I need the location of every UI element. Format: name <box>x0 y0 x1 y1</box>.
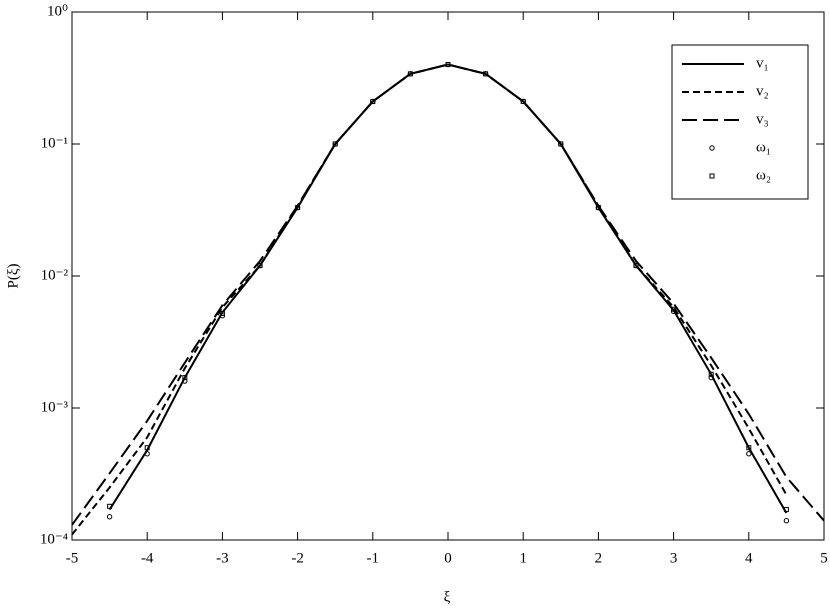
point <box>483 71 489 77</box>
x-tick-label: 3 <box>670 550 678 566</box>
point <box>370 98 376 104</box>
y-tick-label: 10⁰ <box>47 3 68 19</box>
x-tick-label: -5 <box>66 550 79 566</box>
legend-label: ω₂ <box>756 167 771 183</box>
x-tick-label: -3 <box>216 550 229 566</box>
point <box>295 205 301 211</box>
series-line <box>72 63 788 536</box>
point <box>182 375 188 381</box>
y-tick-label: 10⁻¹ <box>41 135 68 151</box>
point <box>709 145 715 151</box>
point <box>708 374 714 381</box>
point <box>332 141 338 147</box>
y-axis-label: P(ξ) <box>5 263 21 288</box>
legend-label: v₂ <box>756 83 769 99</box>
point <box>708 371 714 377</box>
point <box>671 306 677 312</box>
point <box>746 445 752 451</box>
point <box>407 71 413 77</box>
point <box>520 98 526 104</box>
point <box>257 263 263 269</box>
y-tick-label: 10⁻⁴ <box>40 531 68 547</box>
x-tick-label: 4 <box>745 550 753 566</box>
x-tick-label: -2 <box>291 550 304 566</box>
point <box>106 514 113 520</box>
legend-label: v₃ <box>756 111 769 127</box>
legend-label: v₁ <box>756 55 769 71</box>
y-tick-label: 10⁻³ <box>41 399 69 415</box>
point <box>558 141 564 147</box>
point <box>783 518 790 524</box>
series-line <box>108 63 788 514</box>
plot-area <box>72 61 824 536</box>
point <box>107 503 113 509</box>
y-tick-label: 10⁻² <box>41 267 69 283</box>
x-tick-label: 0 <box>444 550 452 566</box>
point <box>746 451 752 457</box>
legend-box <box>671 44 809 200</box>
series-line <box>72 63 824 526</box>
point <box>709 173 715 179</box>
point <box>144 451 150 457</box>
legend-label: ω₁ <box>756 139 771 155</box>
point <box>144 445 150 451</box>
x-tick-label: 2 <box>595 550 603 566</box>
point <box>445 62 451 68</box>
point <box>595 205 601 211</box>
x-tick-label: -1 <box>367 550 380 566</box>
point <box>633 263 639 269</box>
point <box>182 378 188 384</box>
x-tick-label: 5 <box>820 550 828 566</box>
x-axis-label: ξ <box>444 589 451 605</box>
x-tick-label: 1 <box>519 550 527 566</box>
x-tick-label: -4 <box>141 550 154 566</box>
point <box>219 310 225 316</box>
point <box>783 507 789 513</box>
